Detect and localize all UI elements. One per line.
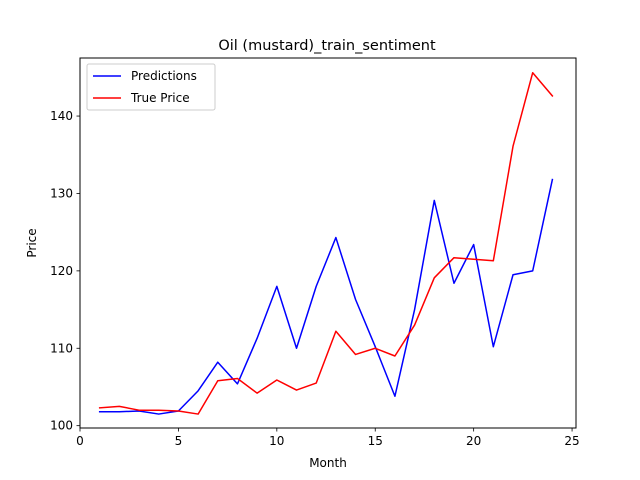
chart-title: Oil (mustard)_train_sentiment <box>218 38 436 54</box>
plot-lines <box>98 71 554 415</box>
y-tick-label: 100 <box>50 419 73 433</box>
legend-label: Predictions <box>131 69 197 83</box>
x-axis: 0 5 10 15 20 25 <box>76 428 580 448</box>
x-tick-label: 20 <box>466 434 481 448</box>
series-line-true-price <box>98 71 554 415</box>
y-tick-label: 140 <box>50 109 73 123</box>
y-tick-label: 120 <box>50 264 73 278</box>
x-tick-label: 0 <box>76 434 84 448</box>
y-axis-label: Price <box>25 228 39 257</box>
legend: Predictions True Price <box>86 63 216 111</box>
legend-label: True Price <box>130 91 190 105</box>
x-tick-label: 15 <box>368 434 383 448</box>
x-tick-label: 25 <box>564 434 579 448</box>
y-tick-label: 130 <box>50 186 73 200</box>
y-axis: 100 110 120 130 140 <box>50 109 80 433</box>
x-tick-label: 10 <box>269 434 284 448</box>
x-axis-label: Month <box>309 456 347 470</box>
plot-frame <box>79 57 577 429</box>
series-line-predictions <box>98 178 554 415</box>
x-tick-label: 5 <box>175 434 183 448</box>
y-tick-label: 110 <box>50 341 73 355</box>
